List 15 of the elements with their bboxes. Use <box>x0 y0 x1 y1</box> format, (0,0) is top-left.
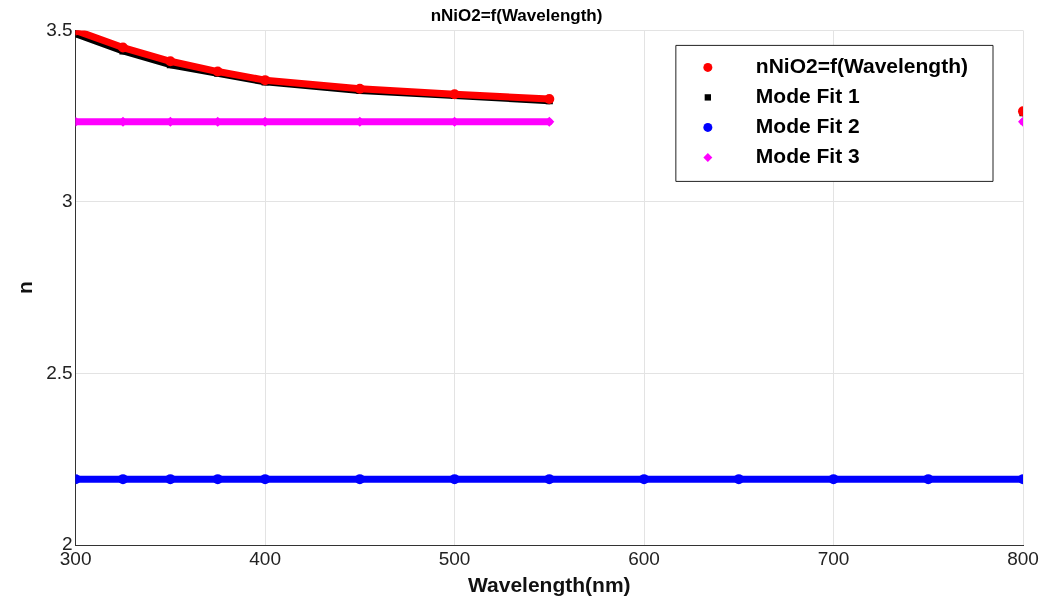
x-tick-label: 400 <box>249 547 281 569</box>
legend-label: Mode Fit 1 <box>755 84 860 108</box>
y-axis-title: n <box>13 281 37 295</box>
y-tick-label: 3 <box>62 190 73 212</box>
legend-label: nNiO2=f(Wavelength) <box>755 54 968 78</box>
x-tick-label: 800 <box>1007 547 1039 569</box>
legend-label: Mode Fit 2 <box>755 114 860 138</box>
x-axis-title: Wavelength(nm) <box>468 573 631 597</box>
x-tick-label: 700 <box>817 547 850 569</box>
y-tick-label: 3.5 <box>46 18 73 40</box>
legend-label: Mode Fit 3 <box>755 144 860 168</box>
chart-title: nNiO2=f(Wavelength) <box>430 5 603 25</box>
x-tick-label: 600 <box>628 547 660 569</box>
x-tick-label: 500 <box>438 547 471 569</box>
y-tick-label: 2.5 <box>46 361 73 383</box>
